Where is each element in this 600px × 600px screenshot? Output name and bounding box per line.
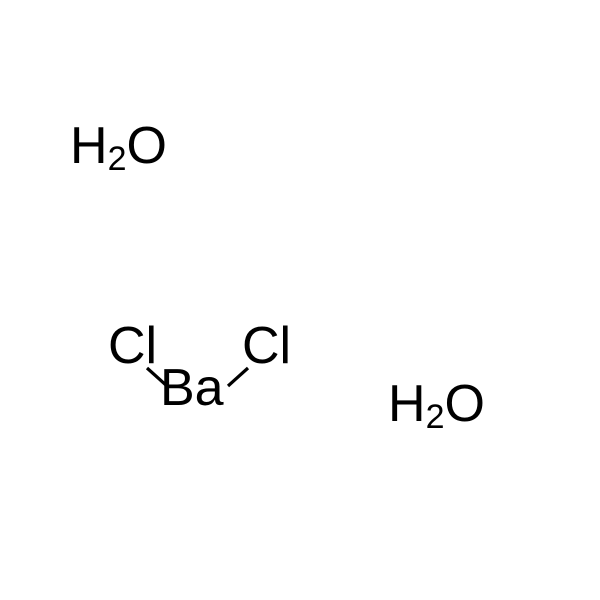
atom-H: H <box>388 375 426 433</box>
atom-O: O <box>444 375 484 433</box>
bond-cl-ba-left <box>147 368 167 386</box>
bonds-svg <box>0 0 600 600</box>
subscript-2: 2 <box>426 398 445 436</box>
water-2: H2O <box>388 378 485 431</box>
bond-ba-cl-right <box>228 368 248 386</box>
chemical-structure-canvas: H2O Cl Ba Cl H2O <box>0 0 600 600</box>
